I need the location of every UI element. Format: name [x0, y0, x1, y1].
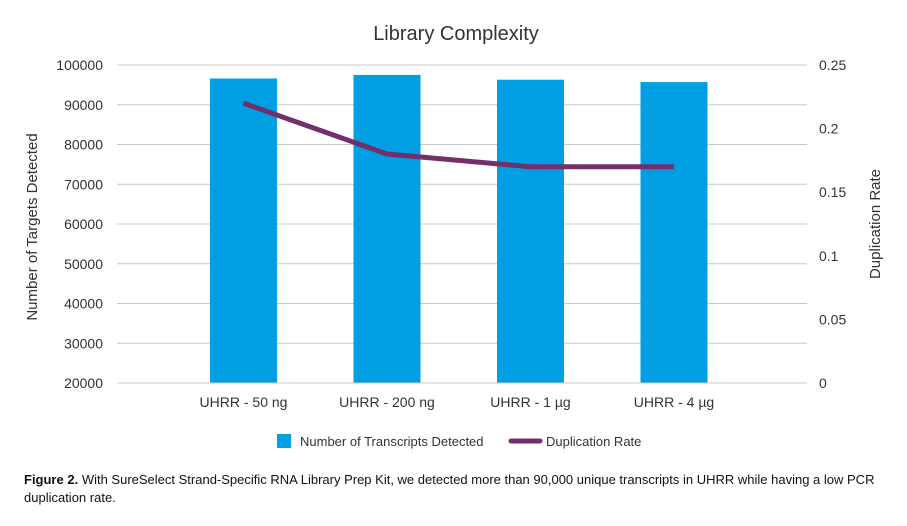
y-tick-label: 30000 — [64, 335, 103, 351]
y-tick-label: 90000 — [64, 97, 103, 113]
legend: Number of Transcripts Detected Duplicatio… — [277, 434, 641, 449]
y2-tick-label: 0.2 — [819, 121, 839, 137]
legend-label-transcripts: Number of Transcripts Detected — [300, 434, 484, 449]
duplication-rate-line — [242, 100, 674, 170]
y2-tick-label: 0.05 — [819, 311, 846, 327]
y-tick-label: 20000 — [64, 375, 103, 391]
axes: 20000 30000 40000 50000 60000 70000 80000 90000… — [56, 57, 846, 410]
legend-label-duplication: Duplication Rate — [546, 434, 641, 449]
y-tick-label: 80000 — [64, 137, 103, 153]
y-tick-label: 100000 — [56, 57, 103, 73]
x-tick-label: UHRR - 1 µg — [490, 394, 570, 410]
y-tick-label: 60000 — [64, 216, 103, 232]
caption-text: With SureSelect Strand-Specific RNA Libr… — [24, 472, 875, 505]
x-tick-label: UHRR - 4 µg — [634, 394, 714, 410]
y2-tick-label: 0 — [819, 375, 827, 391]
bar — [353, 74, 421, 383]
library-complexity-chart: Library Complexity 20000 30000 40000 50000 6… — [24, 23, 884, 449]
y2-tick-label: 0.1 — [819, 248, 839, 264]
y-tick-label: 40000 — [64, 296, 103, 312]
x-tick-label: UHRR - 50 ng — [200, 394, 288, 410]
y2-tick-label: 0.15 — [819, 184, 846, 200]
y-tick-label: 50000 — [64, 256, 103, 272]
y2-axis-label: Duplication Rate — [867, 169, 884, 279]
bar-series — [210, 74, 708, 384]
bar — [640, 82, 708, 383]
y-tick-label: 70000 — [64, 176, 103, 192]
figure-caption: Figure 2. With SureSelect Strand-Specifi… — [24, 471, 884, 507]
x-tick-label: UHRR - 200 ng — [339, 394, 435, 410]
y2-tick-label: 0.25 — [819, 57, 846, 73]
legend-swatch-bar — [277, 434, 291, 448]
y-axis-label: Number of Targets Detected — [24, 133, 41, 320]
bar — [497, 79, 564, 384]
line-series — [242, 100, 675, 170]
bar — [210, 78, 277, 383]
chart-title: Library Complexity — [373, 23, 539, 45]
caption-label: Figure 2. — [24, 472, 79, 487]
